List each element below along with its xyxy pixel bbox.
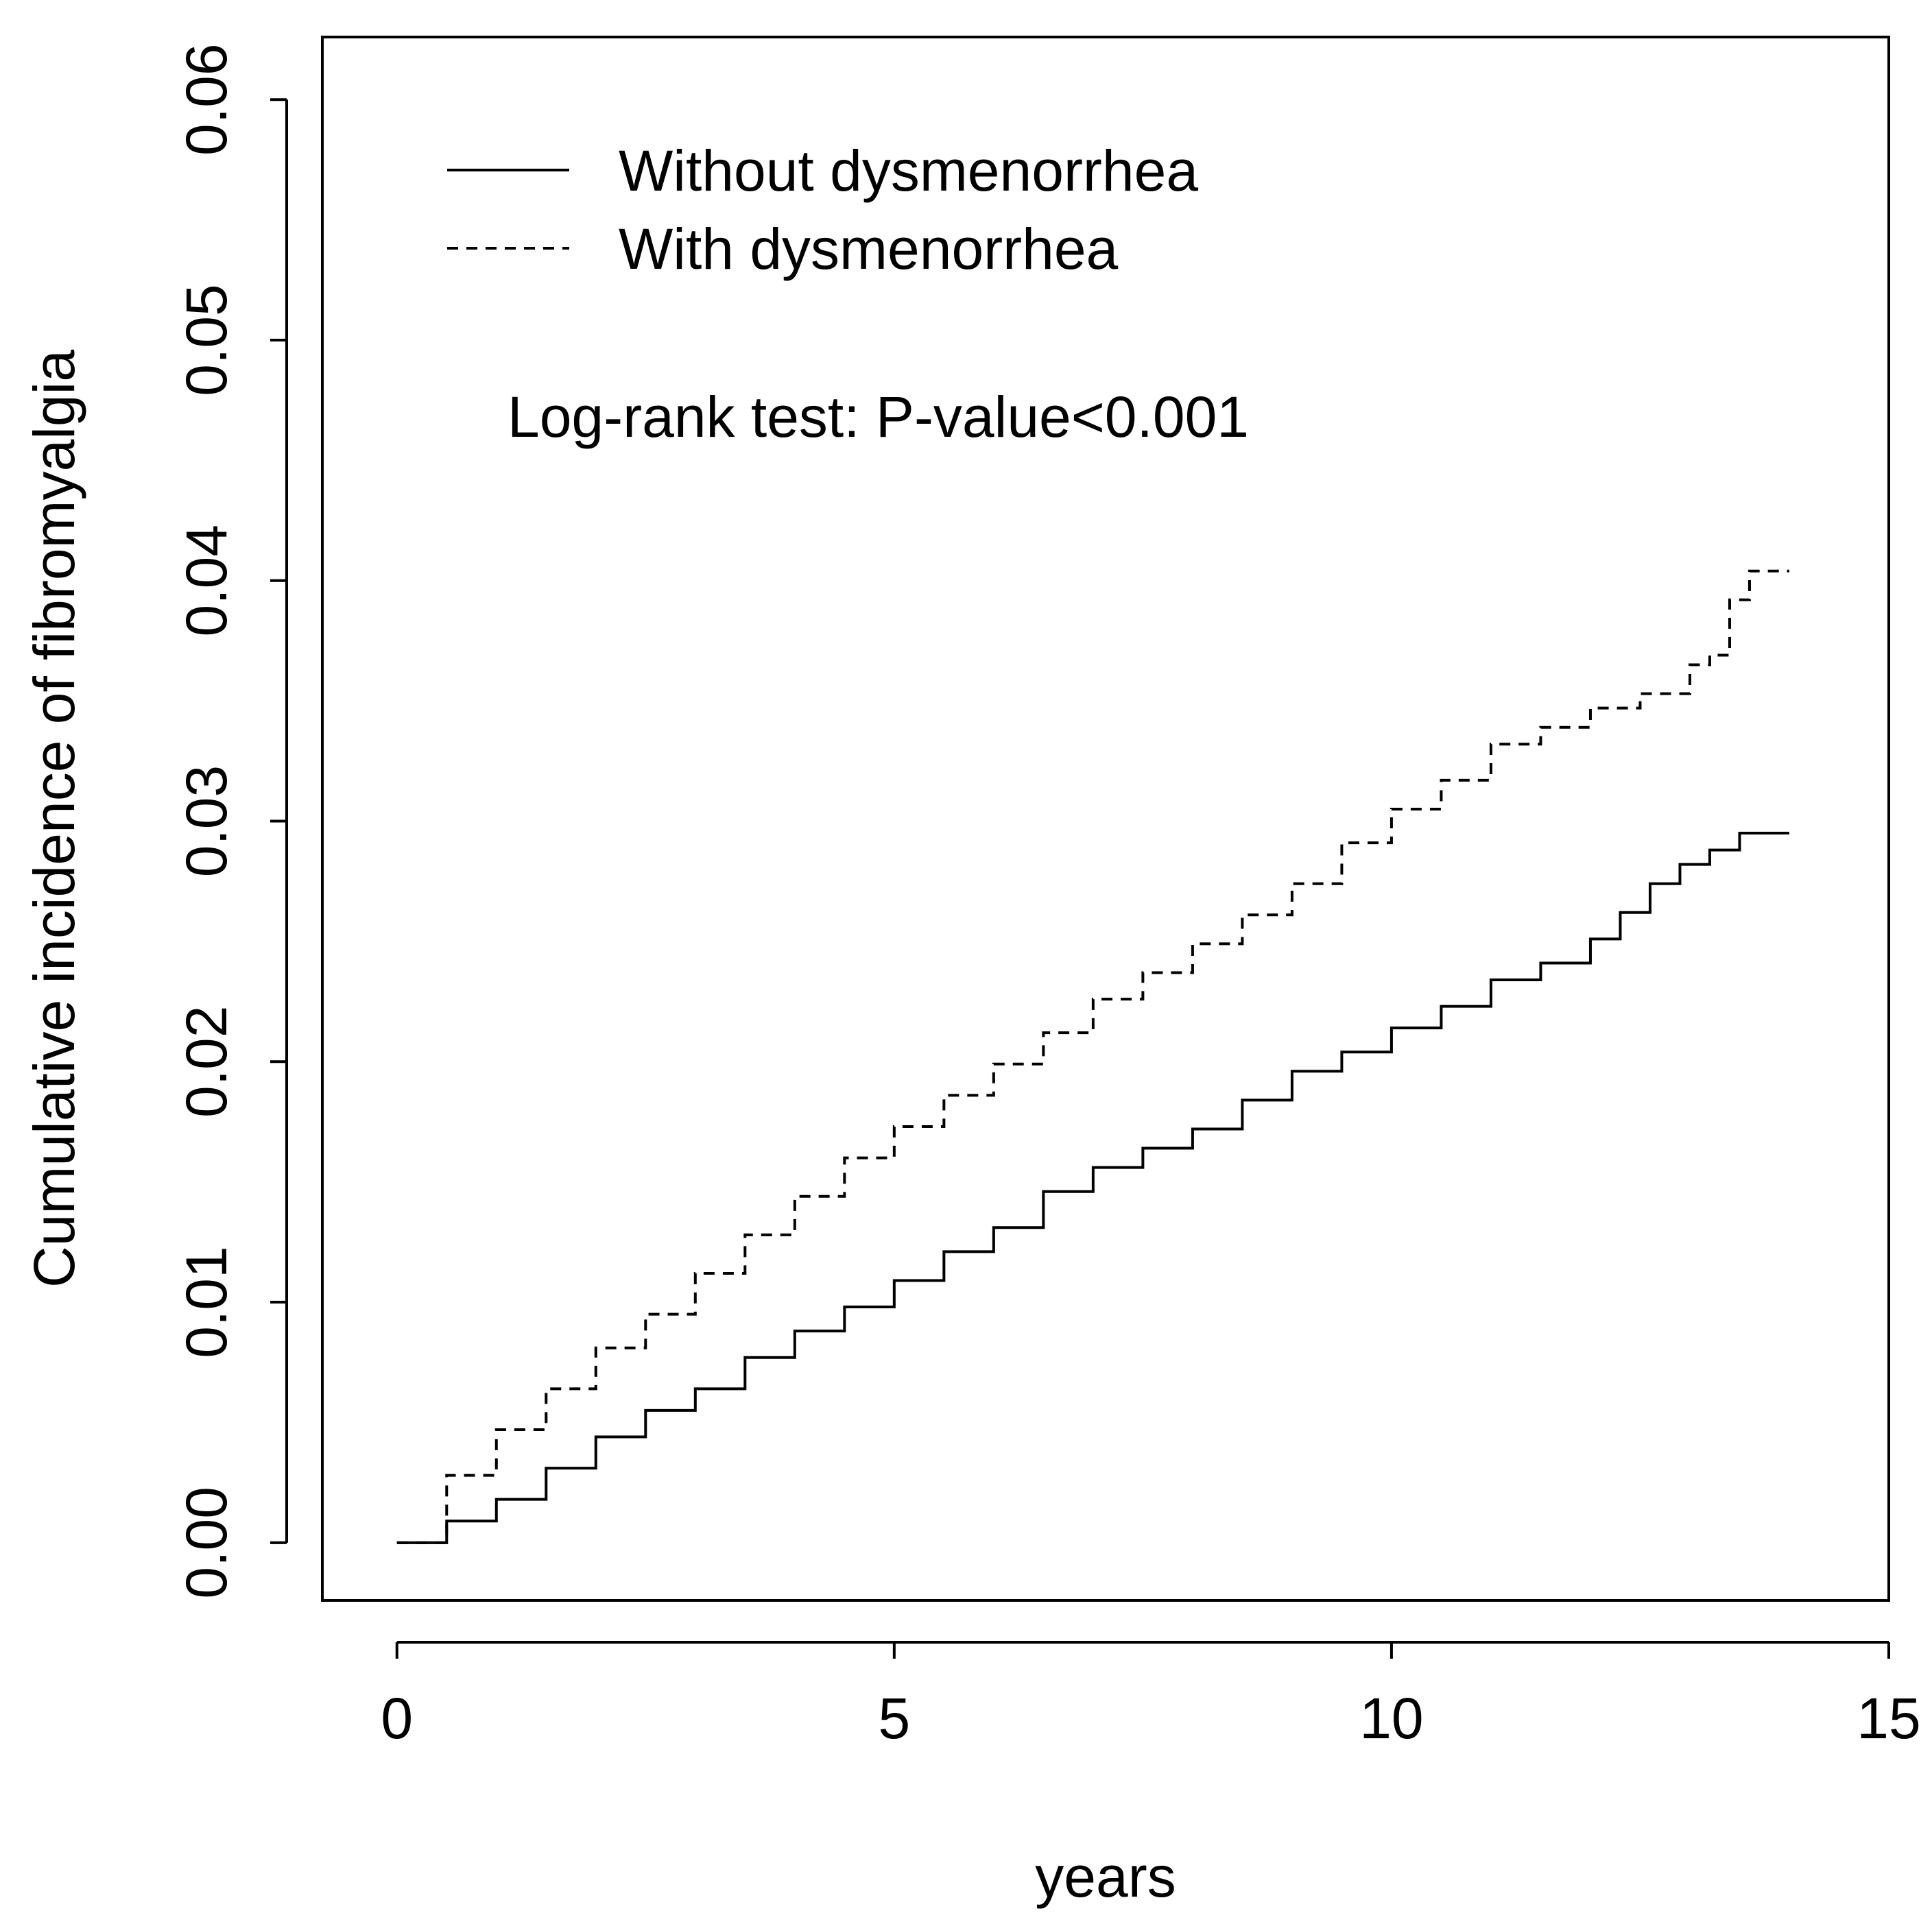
legend-label: With dysmenorrhea xyxy=(619,217,1119,281)
log-rank-annotation: Log-rank test: P-value<0.001 xyxy=(508,385,1249,449)
y-tick-label: 0.06 xyxy=(174,43,239,156)
y-tick-label: 0.03 xyxy=(174,765,239,878)
y-axis-title: Cumulative incidence of fibromyalgia xyxy=(22,350,86,1288)
x-axis-title: years xyxy=(1035,1845,1176,1909)
y-tick-label: 0.00 xyxy=(174,1487,239,1599)
legend-label: Without dysmenorrhea xyxy=(619,139,1198,203)
y-axis: 0.00 0.01 0.02 0.03 0.04 0.05 0.06 xyxy=(174,43,288,1599)
x-axis: 0 5 10 15 xyxy=(381,1641,1921,1751)
x-tick-label: 5 xyxy=(878,1686,910,1751)
y-tick-label: 0.02 xyxy=(174,1006,239,1118)
series-line-2 xyxy=(396,569,1789,1544)
plot-frame xyxy=(321,36,1890,1602)
legend: Without dysmenorrhea With dysmenorrhea xyxy=(447,139,1198,281)
x-tick-label: 10 xyxy=(1359,1686,1423,1751)
x-tick-label: 15 xyxy=(1857,1686,1920,1751)
series-layer xyxy=(396,569,1789,1544)
y-tick-label: 0.05 xyxy=(174,284,239,396)
y-tick-label: 0.04 xyxy=(174,525,239,637)
x-tick-label: 0 xyxy=(381,1686,413,1751)
series-line-1 xyxy=(396,832,1789,1544)
y-tick-label: 0.01 xyxy=(174,1246,239,1358)
